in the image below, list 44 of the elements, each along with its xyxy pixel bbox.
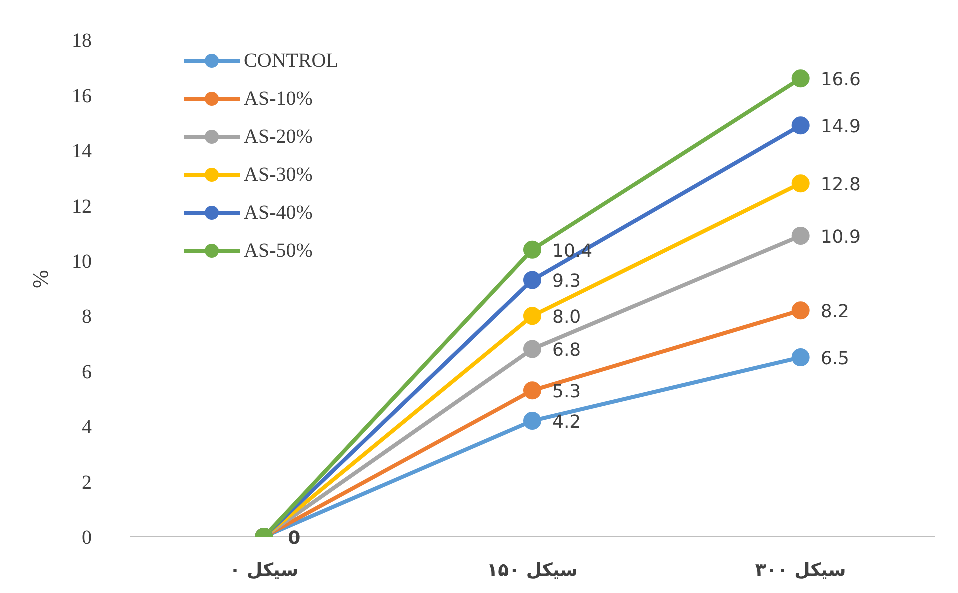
y-tick-label: 16	[72, 85, 92, 108]
data-label: 0	[288, 528, 301, 549]
data-label: 8.0	[552, 307, 582, 328]
data-label: 4.2	[552, 412, 582, 434]
legend-label: AS-30%	[244, 164, 313, 186]
data-label: 16.6	[820, 70, 861, 91]
y-tick-label: 10	[72, 250, 92, 273]
y-tick-label: 14	[72, 140, 92, 163]
data-label: 8.2	[820, 302, 850, 323]
data-label: 5.3	[552, 382, 582, 403]
data-label: 6.5	[820, 348, 850, 370]
point	[792, 174, 810, 193]
point	[524, 382, 542, 400]
x-tick-label: ۱۵۰ سیکل	[487, 560, 578, 581]
point	[524, 240, 542, 259]
point	[524, 412, 542, 430]
x-tick-label: ۳۰۰ سیکل	[755, 560, 846, 581]
data-label: 10.9	[820, 227, 861, 248]
data-label: 9.3	[552, 271, 582, 292]
data-label: 14.9	[820, 116, 861, 138]
y-tick-label: 4	[82, 416, 92, 439]
point	[792, 116, 810, 135]
y-tick-label: 2	[82, 472, 92, 494]
legend-label: AS-20%	[244, 126, 313, 148]
data-label: 12.8	[820, 174, 861, 196]
point	[792, 348, 810, 367]
point	[524, 271, 542, 290]
y-tick-label: 0	[82, 527, 92, 550]
y-axis-title: %	[28, 270, 53, 288]
point	[524, 340, 542, 358]
x-tick-label: ۰ سیکل	[230, 560, 299, 581]
data-label: 6.8	[552, 340, 582, 362]
legend-label: AS-40%	[244, 202, 313, 224]
legend-label: CONTROL	[244, 50, 338, 72]
y-tick-label: 6	[82, 361, 92, 384]
y-tick-label: 8	[82, 306, 92, 328]
y-tick-label: 18	[72, 30, 92, 52]
y-tick-label: 12	[72, 196, 92, 218]
legend-label: AS-10%	[244, 88, 313, 110]
point	[792, 227, 810, 246]
point	[524, 307, 542, 326]
point	[792, 70, 810, 88]
legend-label: AS-50%	[244, 240, 313, 262]
point	[792, 302, 810, 320]
